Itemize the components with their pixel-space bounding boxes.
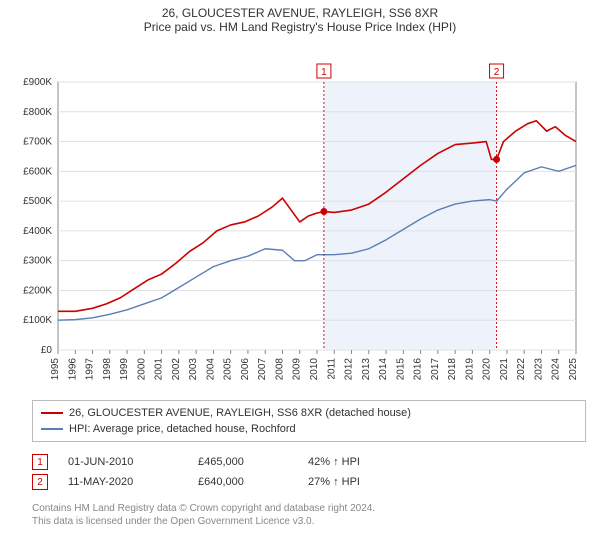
y-tick-label: £0 xyxy=(41,345,53,356)
marker-diff: 27% ↑ HPI xyxy=(308,476,360,488)
marker-price: £465,000 xyxy=(198,456,288,468)
x-tick-label: 2022 xyxy=(516,358,527,381)
marker-number: 2 xyxy=(32,474,48,490)
x-tick-label: 2013 xyxy=(361,358,372,381)
marker-number: 1 xyxy=(32,454,48,470)
legend-label: 26, GLOUCESTER AVENUE, RAYLEIGH, SS6 8XR… xyxy=(69,405,411,421)
credit-line-2: This data is licensed under the Open Gov… xyxy=(32,515,568,528)
legend-row: 26, GLOUCESTER AVENUE, RAYLEIGH, SS6 8XR… xyxy=(41,405,577,421)
title-subtitle: Price paid vs. HM Land Registry's House … xyxy=(0,20,600,34)
x-tick-label: 1998 xyxy=(102,358,113,381)
y-tick-label: £900K xyxy=(23,77,52,88)
x-tick-label: 2005 xyxy=(223,358,234,381)
x-tick-label: 2011 xyxy=(326,358,337,380)
x-tick-label: 1995 xyxy=(50,358,61,381)
marker-date: 01-JUN-2010 xyxy=(68,456,178,468)
credit-text: Contains HM Land Registry data © Crown c… xyxy=(32,502,568,528)
x-tick-label: 2015 xyxy=(395,358,406,381)
x-tick-label: 2019 xyxy=(464,358,475,381)
legend: 26, GLOUCESTER AVENUE, RAYLEIGH, SS6 8XR… xyxy=(32,400,586,442)
credit-line-1: Contains HM Land Registry data © Crown c… xyxy=(32,502,568,515)
legend-row: HPI: Average price, detached house, Roch… xyxy=(41,421,577,437)
marker-table-row: 1 01-JUN-2010 £465,000 42% ↑ HPI xyxy=(32,454,568,470)
y-tick-label: £400K xyxy=(23,226,52,237)
y-tick-label: £300K xyxy=(23,256,52,267)
y-tick-label: £200K xyxy=(23,285,52,296)
marker-table: 1 01-JUN-2010 £465,000 42% ↑ HPI 2 11-MAY-202… xyxy=(32,448,568,498)
marker-diff: 42% ↑ HPI xyxy=(308,456,360,468)
x-tick-label: 2017 xyxy=(430,358,441,381)
marker-label: 2 xyxy=(494,67,500,78)
x-tick-label: 2003 xyxy=(188,358,199,381)
y-tick-label: £100K xyxy=(23,315,52,326)
x-tick-label: 2021 xyxy=(499,358,510,381)
price-chart: £0 £100K £200K £300K £400K £500K £600K £700K £80… xyxy=(0,36,600,422)
x-tick-label: 2004 xyxy=(205,358,216,381)
x-tick-label: 2006 xyxy=(240,358,251,381)
legend-swatch xyxy=(41,412,63,414)
legend-label: HPI: Average price, detached house, Roch… xyxy=(69,421,296,437)
x-tick-label: 2023 xyxy=(533,358,544,381)
x-tick-label: 2025 xyxy=(568,358,579,381)
legend-swatch xyxy=(41,428,63,430)
marker-date: 11-MAY-2020 xyxy=(68,476,178,488)
marker-price: £640,000 xyxy=(198,476,288,488)
y-tick-label: £500K xyxy=(23,196,52,207)
x-tick-label: 1997 xyxy=(85,358,96,381)
x-tick-label: 2016 xyxy=(413,358,424,381)
marker-dot xyxy=(493,156,500,163)
y-tick-label: £800K xyxy=(23,107,52,118)
x-tick-label: 2020 xyxy=(482,358,493,381)
x-tick-label: 2024 xyxy=(551,358,562,381)
x-tick-label: 2014 xyxy=(378,358,389,381)
x-tick-label: 2000 xyxy=(136,358,147,381)
x-tick-label: 2001 xyxy=(154,358,165,381)
y-tick-label: £700K xyxy=(23,137,52,148)
chart-titles: 26, GLOUCESTER AVENUE, RAYLEIGH, SS6 8XR… xyxy=(0,0,600,36)
marker-dot xyxy=(320,208,327,215)
x-tick-label: 2009 xyxy=(292,358,303,381)
x-tick-label: 2012 xyxy=(344,358,355,381)
x-tick-label: 2008 xyxy=(274,358,285,381)
title-address: 26, GLOUCESTER AVENUE, RAYLEIGH, SS6 8XR xyxy=(0,6,600,20)
x-tick-label: 1996 xyxy=(67,358,78,381)
x-tick-label: 2010 xyxy=(309,358,320,381)
marker-label: 1 xyxy=(321,67,327,78)
marker-table-row: 2 11-MAY-2020 £640,000 27% ↑ HPI xyxy=(32,474,568,490)
x-tick-label: 2018 xyxy=(447,358,458,381)
x-tick-label: 2002 xyxy=(171,358,182,381)
y-tick-label: £600K xyxy=(23,166,52,177)
x-tick-label: 2007 xyxy=(257,358,268,381)
x-tick-label: 1999 xyxy=(119,358,130,381)
